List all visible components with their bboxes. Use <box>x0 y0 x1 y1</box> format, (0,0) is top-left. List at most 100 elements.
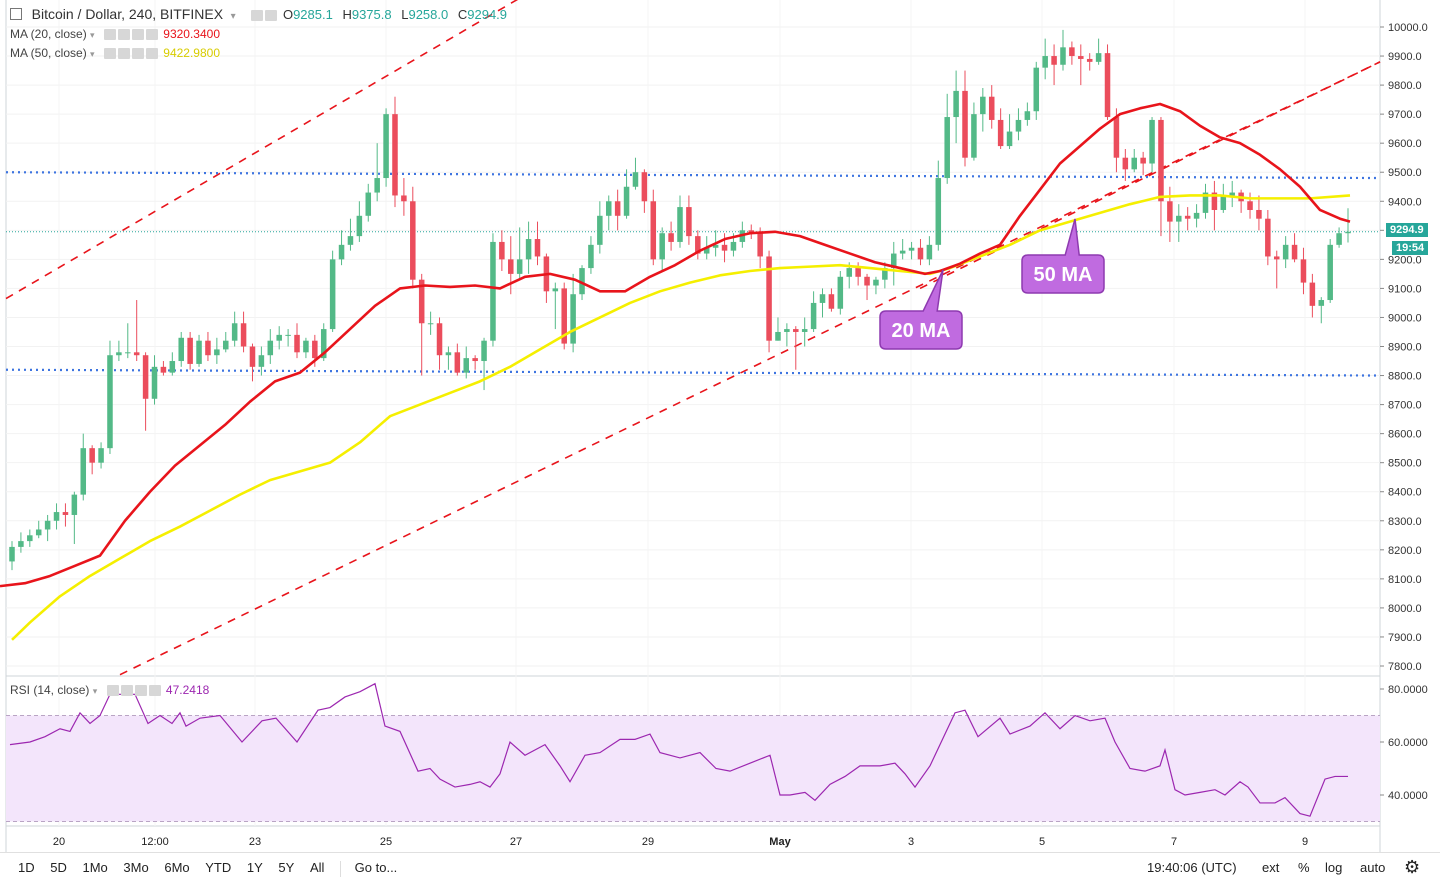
y-tick-label: 8600.0 <box>1388 429 1422 441</box>
ma20-buttons[interactable] <box>103 27 160 41</box>
candle-body <box>1158 119 1164 202</box>
candle-body <box>294 334 300 353</box>
chevron-down-icon[interactable]: ▾ <box>230 11 236 22</box>
candle-body <box>231 323 238 341</box>
candle-body <box>205 340 211 356</box>
ma50-buttons[interactable] <box>103 46 160 60</box>
candle-body <box>169 361 176 373</box>
candle-body <box>1291 244 1298 260</box>
support-level <box>5 368 1381 377</box>
candle-body <box>151 366 158 399</box>
candle-body <box>27 535 33 542</box>
ma50-legend[interactable]: MA (50, close) ▾ 9422.9800 <box>10 46 220 60</box>
ma20-legend[interactable]: MA (20, close) ▾ 9320.3400 <box>10 27 220 41</box>
candle-body <box>374 178 380 193</box>
ohlc-low-value: 9258.0 <box>408 7 449 22</box>
candle-body <box>730 241 737 251</box>
chevron-down-icon[interactable]: ▾ <box>90 30 95 40</box>
candle-body <box>516 259 523 274</box>
range-1y-button[interactable]: 1Y <box>246 860 263 875</box>
close-icon <box>145 48 158 60</box>
candle-body <box>614 201 621 216</box>
range-ytd-button[interactable]: YTD <box>205 860 232 875</box>
goto-button[interactable]: Go to... <box>354 860 398 875</box>
candle-body <box>196 340 202 364</box>
candle-body <box>748 230 755 234</box>
symbol-buttons[interactable] <box>251 7 279 22</box>
candle-body <box>810 302 817 330</box>
channel-upper-line <box>5 0 519 300</box>
candle-body <box>1024 111 1031 120</box>
auto-toggle[interactable]: auto <box>1360 860 1386 875</box>
range-5d-button[interactable]: 5D <box>50 860 67 875</box>
bottom-toolbar: 1D 5D 1Mo 3Mo 6Mo YTD 1Y 5Y All Go to...… <box>0 852 1440 889</box>
candle-body <box>1309 282 1316 306</box>
chevron-down-icon[interactable]: ▾ <box>92 686 98 696</box>
chevron-down-icon[interactable]: ▾ <box>90 49 95 59</box>
candle-body <box>846 268 852 277</box>
candle-body <box>801 329 808 332</box>
candle-body <box>1042 56 1048 68</box>
rsi-line <box>9 682 1348 817</box>
ma20-line <box>0 102 1351 588</box>
range-all-button[interactable]: All <box>309 860 325 875</box>
candle-body <box>1149 119 1155 164</box>
range-5y-button[interactable]: 5Y <box>278 860 295 875</box>
y-tick-label: 8800.0 <box>1388 371 1422 383</box>
rsi-legend[interactable]: RSI (14, close) ▾ 47.2418 <box>10 683 209 697</box>
range-1d-button[interactable]: 1D <box>18 860 35 875</box>
candle-body <box>534 239 541 257</box>
candle-body <box>1060 47 1066 65</box>
candle-body <box>258 355 265 367</box>
candle-body <box>552 288 559 292</box>
range-3mo-button[interactable]: 3Mo <box>123 860 149 875</box>
close-icon <box>145 29 158 41</box>
toolbar-divider <box>340 860 342 877</box>
candle-body <box>160 366 167 373</box>
candle-body <box>944 117 950 179</box>
candle-body <box>1069 47 1075 57</box>
candle-body <box>855 268 861 277</box>
candle-body <box>597 215 603 245</box>
candle-body <box>890 253 897 269</box>
candle-body <box>445 352 452 356</box>
rsi-label[interactable]: RSI (14, close) <box>10 683 90 697</box>
ma50-line <box>11 194 1351 641</box>
candle-body <box>988 96 995 120</box>
collapse-icon[interactable] <box>10 8 22 20</box>
candle-body <box>935 178 942 245</box>
range-1mo-button[interactable]: 1Mo <box>82 860 108 875</box>
chart-canvas[interactable]: 7800.0 7900.0 8000.0 8100.0 8200.0 8300.0 8400… <box>0 0 1440 852</box>
candle-body <box>962 90 968 158</box>
log-toggle[interactable]: log <box>1325 860 1343 875</box>
y-tick-label: 9700.0 <box>1388 109 1422 121</box>
gear-icon[interactable]: ⚙ <box>1404 857 1421 877</box>
candle-body <box>971 114 977 158</box>
ma20-callout: 20 MA <box>879 269 963 350</box>
percent-toggle[interactable]: % <box>1298 860 1310 875</box>
bar-countdown-tag: 19:54 <box>1392 241 1429 255</box>
y-tick-label: 8900.0 <box>1388 342 1422 354</box>
candle-body <box>312 340 318 359</box>
candle-body <box>1229 192 1235 196</box>
candle-body <box>712 244 719 248</box>
y-tick-label: 9800.0 <box>1388 80 1422 92</box>
candle-body <box>365 192 372 216</box>
candle-body <box>953 90 959 118</box>
candle-body <box>214 349 220 356</box>
candle-body <box>980 96 986 115</box>
eye-icon <box>103 48 116 60</box>
y-tick-label: 7900.0 <box>1388 632 1422 644</box>
rsi-buttons[interactable] <box>106 683 163 697</box>
ma50-callout-text: 50 MA <box>1034 264 1093 286</box>
symbol-title[interactable]: Bitcoin / Dollar, 240, BITFINEX <box>31 6 224 22</box>
ma20-label[interactable]: MA (20, close) <box>10 27 87 41</box>
ma50-label[interactable]: MA (50, close) <box>10 46 87 60</box>
resistance-level <box>5 171 1381 180</box>
ma50-callout-bubble <box>1021 218 1105 294</box>
chart-background <box>0 0 1440 852</box>
range-6mo-button[interactable]: 6Mo <box>164 860 190 875</box>
candle-body <box>793 329 799 332</box>
candle-body <box>329 259 336 330</box>
ext-toggle[interactable]: ext <box>1262 860 1280 875</box>
